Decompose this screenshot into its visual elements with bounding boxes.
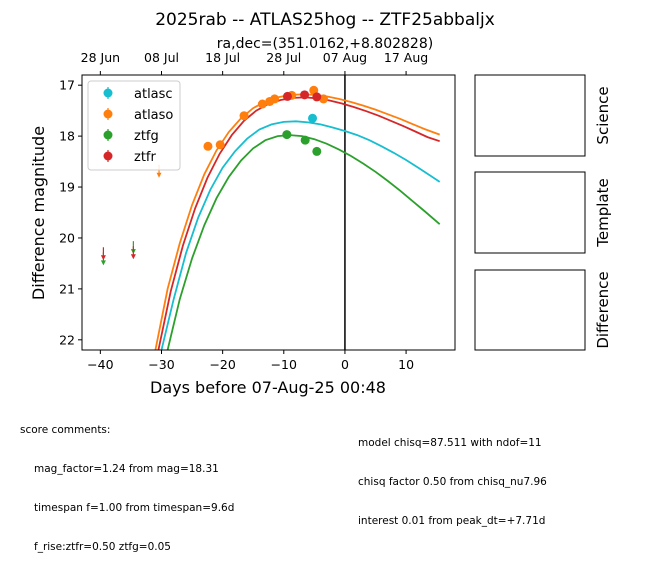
y-tick-label: 19 — [59, 180, 75, 195]
x-tick-label: −10 — [271, 357, 297, 372]
upper-limit-marker — [156, 172, 162, 178]
x-tick-label: 10 — [398, 357, 414, 372]
data-point-ztfg — [282, 130, 292, 140]
upper-limit-marker — [130, 254, 136, 260]
model-comment-line: model chisq=87.511 with ndof=11 — [358, 437, 542, 449]
model-curve-atlaso — [154, 93, 441, 350]
legend-label: atlasc — [134, 87, 173, 102]
top-axis-label: 07 Aug — [323, 50, 367, 65]
y-tick-label: 17 — [59, 78, 75, 93]
score-comments: score comments: mag_factor=1.24 from mag… — [20, 398, 234, 567]
top-axis-label: 08 Jul — [144, 50, 179, 65]
top-axis-label: 28 Jul — [266, 50, 301, 65]
legend-marker-atlaso — [103, 109, 113, 119]
model-curve-atlasc — [160, 120, 441, 350]
score-comment-line: f_rise:ztfr=0.50 ztfg=0.05 — [34, 541, 171, 553]
axes: −40 −30 −20 −10 0 10 28 Jun 08 Jul 18 Jul 28 Jul 0… — [59, 50, 456, 372]
image-panel-science — [474, 74, 586, 157]
model-comment-line: interest 0.01 from peak_dt=+7.71d — [358, 515, 546, 527]
model-curve-ztfg — [166, 134, 441, 350]
data-point-atlasc — [308, 113, 318, 123]
legend-marker-ztfg — [103, 130, 113, 140]
upper-limit-marker — [100, 255, 106, 261]
model-comments: model chisq=87.511 with ndof=11 chisq fa… — [358, 411, 547, 541]
model-curve-ztfr — [157, 96, 440, 350]
legend-label: ztfg — [134, 129, 159, 144]
score-comment-line: mag_factor=1.24 from mag=18.31 — [34, 463, 219, 475]
y-tick-label: 22 — [59, 332, 75, 347]
data-point-ztfr — [300, 90, 310, 100]
x-tick-label: 0 — [341, 357, 349, 372]
legend: atlasc atlaso ztfg ztfr — [87, 80, 181, 171]
data-point-atlaso — [270, 94, 280, 104]
y-axis-label: Difference magnitude — [29, 126, 48, 300]
data-point-atlaso — [257, 99, 267, 109]
legend-marker-atlasc — [103, 88, 113, 98]
legend-label: ztfr — [134, 150, 156, 165]
data-point-atlaso — [239, 111, 249, 121]
lightcurve-figure: 2025rab -- ATLAS25hog -- ZTF25abbaljx ra… — [29, 10, 612, 397]
plot-area — [100, 75, 441, 350]
top-axis-label: 18 Jul — [205, 50, 240, 65]
upper-limit-marker — [100, 260, 106, 266]
x-tick-label: −20 — [209, 357, 235, 372]
chart-title: 2025rab -- ATLAS25hog -- ZTF25abbaljx — [155, 10, 495, 30]
image-panel-template — [474, 171, 586, 254]
data-point-atlaso — [203, 141, 213, 151]
data-point-ztfg — [312, 146, 322, 156]
panel-label: Template — [594, 178, 612, 247]
top-axis-label: 28 Jun — [81, 50, 120, 65]
score-comments-header: score comments: — [20, 424, 111, 436]
score-comment-line: timespan f=1.00 from timespan=9.6d — [34, 502, 235, 514]
x-tick-label: −30 — [148, 357, 174, 372]
y-tick-label: 20 — [59, 230, 75, 245]
data-point-ztfg — [300, 135, 310, 145]
legend-marker-ztfr — [103, 151, 113, 161]
panel-label: Difference — [594, 271, 612, 348]
plot-frame — [81, 74, 456, 351]
image-panels: Science Template Difference — [474, 74, 612, 351]
data-point-atlaso — [215, 140, 225, 150]
legend-label: atlaso — [134, 108, 173, 123]
image-panel-difference — [474, 269, 586, 351]
data-point-ztfr — [282, 91, 292, 101]
panel-label: Science — [594, 86, 612, 144]
data-point-ztfr — [312, 92, 322, 102]
x-axis-label: Days before 07-Aug-25 00:48 — [150, 378, 386, 397]
legend-box — [87, 80, 181, 171]
x-tick-label: −40 — [87, 357, 113, 372]
y-tick-label: 18 — [59, 129, 75, 144]
model-comment-line: chisq factor 0.50 from chisq_nu7.96 — [358, 476, 547, 488]
chart-subtitle: ra,dec=(351.0162,+8.802828) — [217, 36, 433, 52]
y-tick-label: 21 — [59, 281, 75, 296]
top-axis-label: 17 Aug — [384, 50, 428, 65]
